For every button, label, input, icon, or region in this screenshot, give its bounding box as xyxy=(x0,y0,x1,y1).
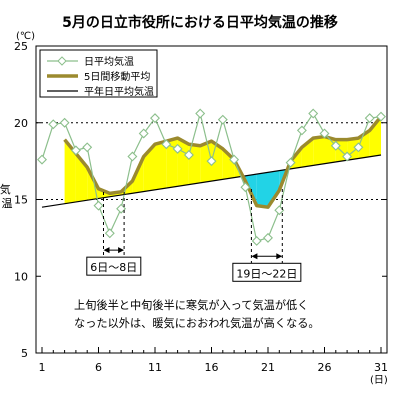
daily-mean-marker xyxy=(172,143,183,154)
warm-fill xyxy=(222,148,235,180)
warm-fill xyxy=(155,141,167,190)
daily-mean-marker xyxy=(104,228,115,239)
daily-mean-marker xyxy=(70,145,81,156)
legend-box xyxy=(39,49,158,98)
daily-mean-marker xyxy=(127,151,138,162)
daily-mean-marker xyxy=(150,113,160,124)
daily-mean-marker xyxy=(364,113,375,124)
daily-mean-marker xyxy=(342,151,353,162)
daily-mean-marker xyxy=(195,108,206,119)
daily-mean-marker xyxy=(229,154,240,165)
legend-marker-daily xyxy=(57,56,67,66)
legend-label: 平年日平均気温 xyxy=(84,85,154,98)
daily-mean-marker xyxy=(376,111,386,122)
annotations: 6日～8日 19日～22日上旬後半と中旬後半に寒気が入って気温が低くなった以外は、… xyxy=(72,189,332,332)
warm-fill xyxy=(313,136,325,166)
period-label: 19日～22日 xyxy=(236,267,297,280)
daily-mean-marker xyxy=(48,119,59,130)
daily-mean-marker xyxy=(240,182,251,193)
daily-mean-marker xyxy=(183,150,194,160)
cool-fill xyxy=(256,172,268,208)
daily-mean-marker xyxy=(319,128,330,139)
x-tick-label: 21 xyxy=(261,361,275,374)
arrow-head xyxy=(103,247,110,254)
normal-temperature-line xyxy=(41,154,382,208)
x-unit-label: (日) xyxy=(370,375,388,386)
warm-fill xyxy=(143,144,155,192)
daily-mean-marker xyxy=(138,128,149,139)
x-tick-label: 16 xyxy=(205,361,219,374)
arrow-head xyxy=(118,247,125,254)
x-tick-label: 26 xyxy=(318,361,332,374)
warm-fill xyxy=(64,139,76,204)
daily-mean-marker xyxy=(82,142,93,153)
grid xyxy=(36,122,387,200)
y-tick-label: 10 xyxy=(14,270,28,283)
note-line-1: 上旬後半と中旬後半に寒気が入って気温が低く xyxy=(74,298,308,312)
y-axis-label: 気 温 xyxy=(0,182,14,210)
daily-mean-marker xyxy=(59,117,70,128)
daily-mean-marker xyxy=(308,108,319,119)
period-label-box xyxy=(86,256,142,276)
daily-mean-marker xyxy=(217,114,228,125)
warm-fill xyxy=(369,116,381,157)
x-tick-label: 11 xyxy=(148,361,162,374)
legend-label: 日平均気温 xyxy=(84,55,134,68)
cool-fill xyxy=(268,170,280,208)
y-tick-label: 15 xyxy=(14,194,28,207)
daily-mean-marker xyxy=(251,235,262,246)
anomaly-fills xyxy=(64,116,381,208)
legend-label: 5日間移動平均 xyxy=(84,70,150,83)
y-unit-label: (℃) xyxy=(16,31,35,42)
x-tick-label: 31 xyxy=(374,361,388,374)
y-tick-label: 25 xyxy=(14,40,28,53)
daily-mean-marker xyxy=(353,142,364,153)
x-tick-label: 1 xyxy=(39,361,46,374)
daily-mean-marker xyxy=(330,140,341,151)
daily-mean-marker xyxy=(285,157,296,168)
daily-mean-marker xyxy=(93,200,104,211)
warm-fill xyxy=(177,138,189,187)
arrow-head xyxy=(251,253,258,260)
chart-title: 5月の日立市役所における日平均気温の推移 xyxy=(62,14,338,31)
period-label: 6日～8日 xyxy=(90,261,137,274)
x-tick-label: 6 xyxy=(95,361,102,374)
period-label-box xyxy=(232,262,302,282)
daily-mean-marker xyxy=(161,139,172,150)
daily-mean-marker xyxy=(37,154,47,165)
y-tick-label: 20 xyxy=(14,117,28,130)
series-lines xyxy=(37,108,386,246)
y-tick-label: 5 xyxy=(21,347,28,360)
daily-mean-marker xyxy=(206,156,217,167)
arrow-head xyxy=(276,253,283,260)
daily-mean-marker xyxy=(263,232,273,243)
note-line-2: なった以外は、暖気におおわれ気温が高くなる。 xyxy=(74,316,320,330)
daily-mean-marker xyxy=(296,125,307,136)
daily-mean-marker xyxy=(116,203,127,214)
note-box xyxy=(72,296,332,332)
